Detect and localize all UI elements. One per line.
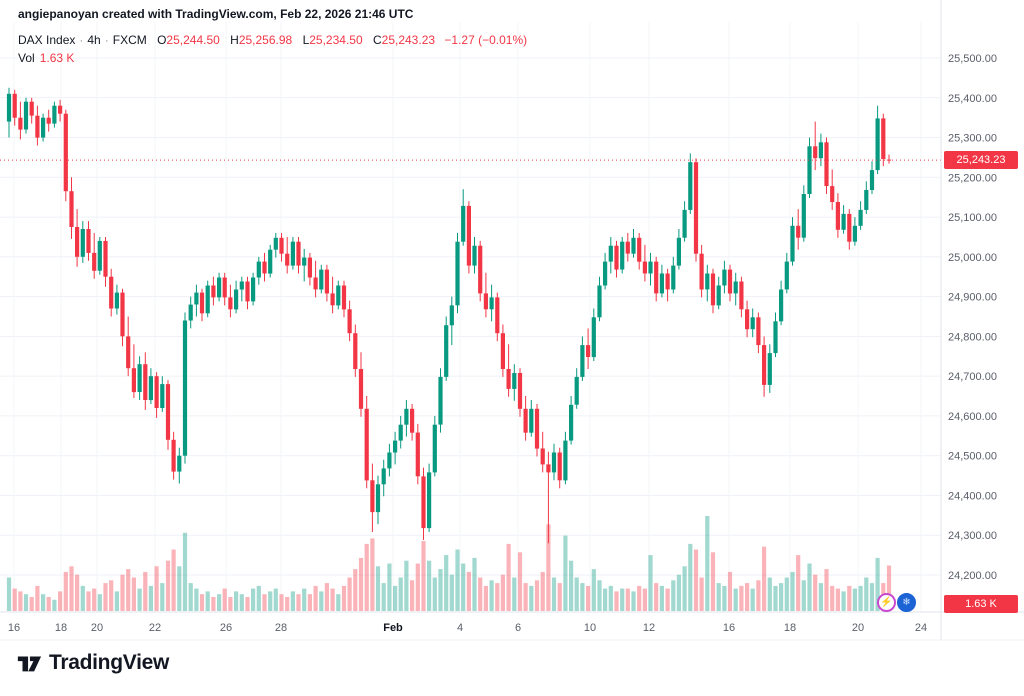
svg-text:24,300.00: 24,300.00 <box>948 530 997 542</box>
svg-text:25,500.00: 25,500.00 <box>948 53 997 65</box>
svg-text:16: 16 <box>723 622 735 634</box>
svg-text:12: 12 <box>643 622 655 634</box>
attribution-text: angiepanoyan created with TradingView.co… <box>18 7 414 21</box>
volume-legend: Vol 1.63 K <box>18 51 74 65</box>
close-letter: C <box>372 33 382 47</box>
svg-text:24,500.00: 24,500.00 <box>948 451 997 463</box>
svg-text:25,000.00: 25,000.00 <box>948 252 997 264</box>
svg-text:25,200.00: 25,200.00 <box>948 172 997 184</box>
svg-text:24,900.00: 24,900.00 <box>948 292 997 304</box>
svg-text:20: 20 <box>91 622 103 634</box>
open-value: 25,244.50 <box>166 33 220 47</box>
svg-text:24: 24 <box>915 622 927 634</box>
svg-text:25,100.00: 25,100.00 <box>948 212 997 224</box>
svg-text:25,300.00: 25,300.00 <box>948 133 997 145</box>
snowflake-icon[interactable]: ❄ <box>897 593 916 612</box>
boost-lightning-icon[interactable]: ⚡ <box>877 593 896 612</box>
volume-label[interactable]: Vol <box>18 51 35 65</box>
svg-text:24,400.00: 24,400.00 <box>948 490 997 502</box>
open-letter: O <box>157 33 167 47</box>
close-value: 25,243.23 <box>381 33 436 47</box>
svg-text:Feb: Feb <box>383 622 403 634</box>
change-value: −1.27 (−0.01%) <box>444 33 528 47</box>
high-value: 25,256.98 <box>238 33 293 47</box>
svg-text:6: 6 <box>515 622 521 634</box>
volume-value: 1.63 K <box>39 51 75 65</box>
svg-text:4: 4 <box>457 622 463 634</box>
exchange-label[interactable]: FXCM <box>112 33 147 47</box>
interval-label[interactable]: 4h <box>87 33 101 47</box>
tradingview-logo[interactable]: TradingView <box>16 650 169 676</box>
svg-text:16: 16 <box>8 622 20 634</box>
svg-text:10: 10 <box>584 622 596 634</box>
svg-text:18: 18 <box>55 622 67 634</box>
svg-text:20: 20 <box>852 622 864 634</box>
tradingview-logo-icon <box>17 656 42 672</box>
brand-wordmark: TradingView <box>49 651 170 674</box>
symbol-legend: DAX Index · 4h · FXCM O25,244.50 H25,256.98 … <box>18 33 527 47</box>
svg-text:24,700.00: 24,700.00 <box>948 371 997 383</box>
high-letter: H <box>230 33 239 47</box>
low-value: 25,234.50 <box>309 33 363 47</box>
low-letter: L <box>302 33 310 47</box>
svg-text:25,400.00: 25,400.00 <box>948 93 997 105</box>
legend-separator: · <box>104 33 109 47</box>
svg-text:26: 26 <box>220 622 232 634</box>
svg-text:22: 22 <box>149 622 161 634</box>
svg-text:28: 28 <box>275 622 287 634</box>
last-volume-badge: 1.63 K <box>944 595 1018 613</box>
svg-text:18: 18 <box>784 622 796 634</box>
symbol-name[interactable]: DAX Index <box>18 33 76 47</box>
last-price-badge: 25,243.23 <box>944 151 1018 169</box>
legend-separator: · <box>79 33 84 47</box>
svg-text:24,600.00: 24,600.00 <box>948 411 997 423</box>
svg-text:24,800.00: 24,800.00 <box>948 331 997 343</box>
svg-text:24,200.00: 24,200.00 <box>948 570 997 582</box>
